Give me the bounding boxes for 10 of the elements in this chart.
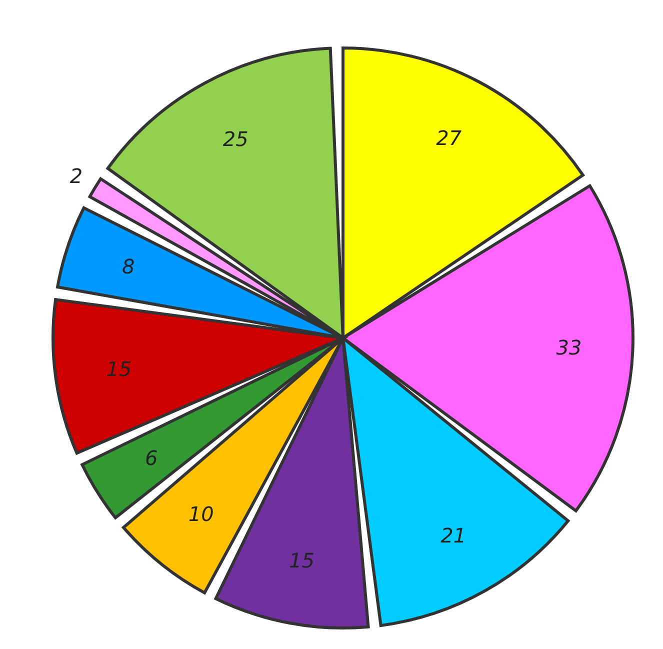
data-label: 15 (106, 357, 132, 382)
data-label: 10 (188, 502, 214, 526)
data-label: 6 (145, 446, 158, 470)
data-label: 33 (556, 336, 582, 360)
data-label: 8 (122, 254, 135, 279)
data-label: 27 (436, 126, 462, 150)
data-label: 21 (440, 523, 466, 548)
data-label: 25 (222, 126, 248, 151)
data-label: 2 (70, 164, 83, 188)
data-label: 15 (289, 548, 314, 572)
